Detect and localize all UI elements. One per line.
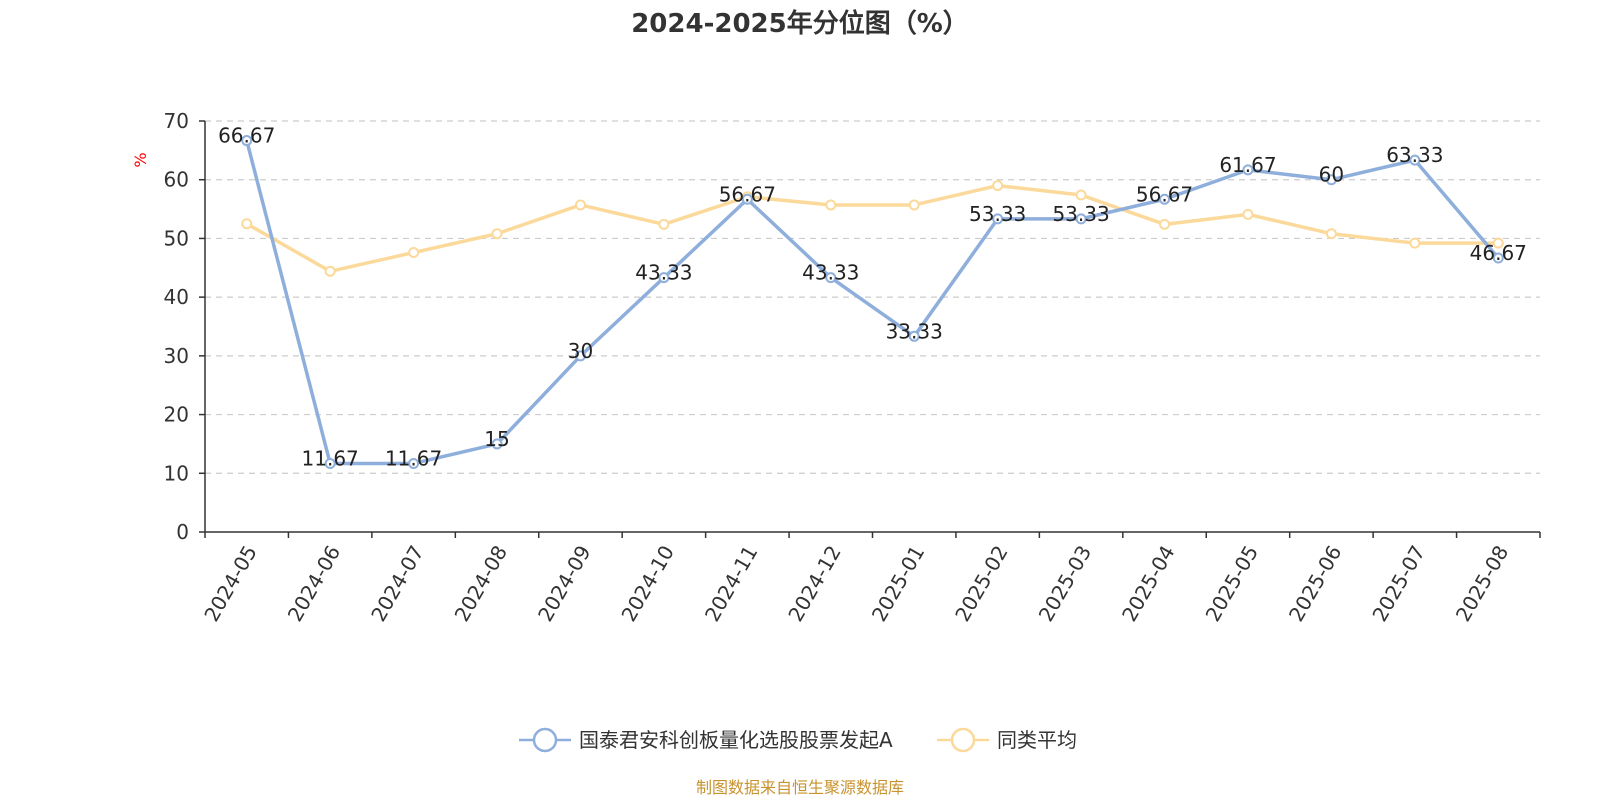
data-point [992,180,1004,192]
legend-marker [950,727,976,753]
data-point [1159,193,1171,205]
x-tick-label: 2025-07 [1367,541,1430,625]
data-point [658,218,670,230]
data-point [1409,154,1421,166]
y-tick-label: 50 [164,226,189,250]
y-tick-label: 40 [164,285,189,309]
data-label: 61.67 [1219,153,1276,177]
y-tick-label: 20 [164,403,189,427]
data-label: 53.33 [969,202,1026,226]
data-point [825,272,837,284]
data-point [241,218,253,230]
legend-label: 国泰君安科创板量化选股股票发起A [579,728,893,752]
data-point [908,199,920,211]
data-label: 11.67 [302,446,359,470]
data-point [1492,237,1504,249]
data-point [908,330,920,342]
legend-item[interactable]: 同类平均 [937,727,1077,753]
chart-title: 2024-2025年分位图（%） [631,8,969,39]
x-tick-label: 2024-11 [700,541,763,625]
data-label: 46.67 [1470,241,1527,265]
data-point [574,350,586,362]
data-label: 11.67 [385,446,442,470]
data-point [241,135,253,147]
series-line [245,183,1499,274]
x-tick-label: 2024-08 [450,541,513,625]
legend-item[interactable]: 国泰君安科创板量化选股股票发起A [519,727,893,753]
y-axis-unit: % [131,152,150,167]
x-tick-label: 2024-10 [616,541,679,625]
x-tick-label: 2025-08 [1451,541,1514,625]
x-tick-label: 2024-12 [783,541,846,625]
data-labels: 66.67 11.67 11.67 15 30 43.33 56.67 43.33 33.33 5… [218,124,1527,471]
y-tick-label: 10 [164,461,189,485]
y-tick-label: 60 [164,168,189,192]
data-label: 56.67 [719,182,776,206]
x-tick-label: 2024-05 [199,541,262,625]
data-point [491,228,503,240]
data-point [574,199,586,211]
x-tick-label: 2024-06 [283,541,346,625]
data-point [1075,189,1087,201]
data-point [1159,218,1171,230]
data-point [1075,213,1087,225]
data-label: 33.33 [886,319,943,343]
data-point [324,457,336,469]
data-point [324,265,336,277]
data-label: 63.33 [1386,143,1443,167]
y-tick-label: 70 [164,109,189,133]
y-tick-label: 0 [176,520,189,544]
data-point [658,272,670,284]
data-label: 43.33 [635,261,692,285]
x-tick-label: 2024-09 [533,541,596,625]
x-tick-label: 2024-07 [366,541,429,625]
data-point [1325,228,1337,240]
data-label: 60 [1319,163,1344,187]
data-point [992,213,1004,225]
data-point [491,438,503,450]
data-point [741,193,753,205]
data-point [1492,252,1504,264]
data-label: 30 [568,339,593,363]
data-point [408,457,420,469]
data-label: 56.67 [1136,182,1193,206]
x-tick-label: 2025-05 [1200,541,1263,625]
data-label: 15 [484,427,509,451]
data-point [1242,164,1254,176]
series-line [245,140,1500,466]
legend-label: 同类平均 [997,728,1077,752]
data-label: 43.33 [802,261,859,285]
x-tick-label: 2025-03 [1034,541,1097,625]
series-lines [241,135,1504,469]
data-label: 53.33 [1052,202,1109,226]
x-tick-label: 2025-04 [1117,541,1180,625]
data-point [1409,237,1421,249]
source-note: 制图数据来自恒生聚源数据库 [696,778,904,797]
x-tick-label: 2025-02 [950,541,1013,625]
data-point [408,247,420,259]
legend: 国泰君安科创板量化选股股票发起A 同类平均 [519,727,1077,753]
y-tick-label: 30 [164,344,189,368]
legend-marker [532,727,558,753]
data-label: 66.67 [218,124,275,148]
x-tick-label: 2025-01 [867,541,930,625]
data-point [825,199,837,211]
data-point [1242,208,1254,220]
data-point [1325,174,1337,186]
x-tick-label: 2025-06 [1284,541,1347,625]
